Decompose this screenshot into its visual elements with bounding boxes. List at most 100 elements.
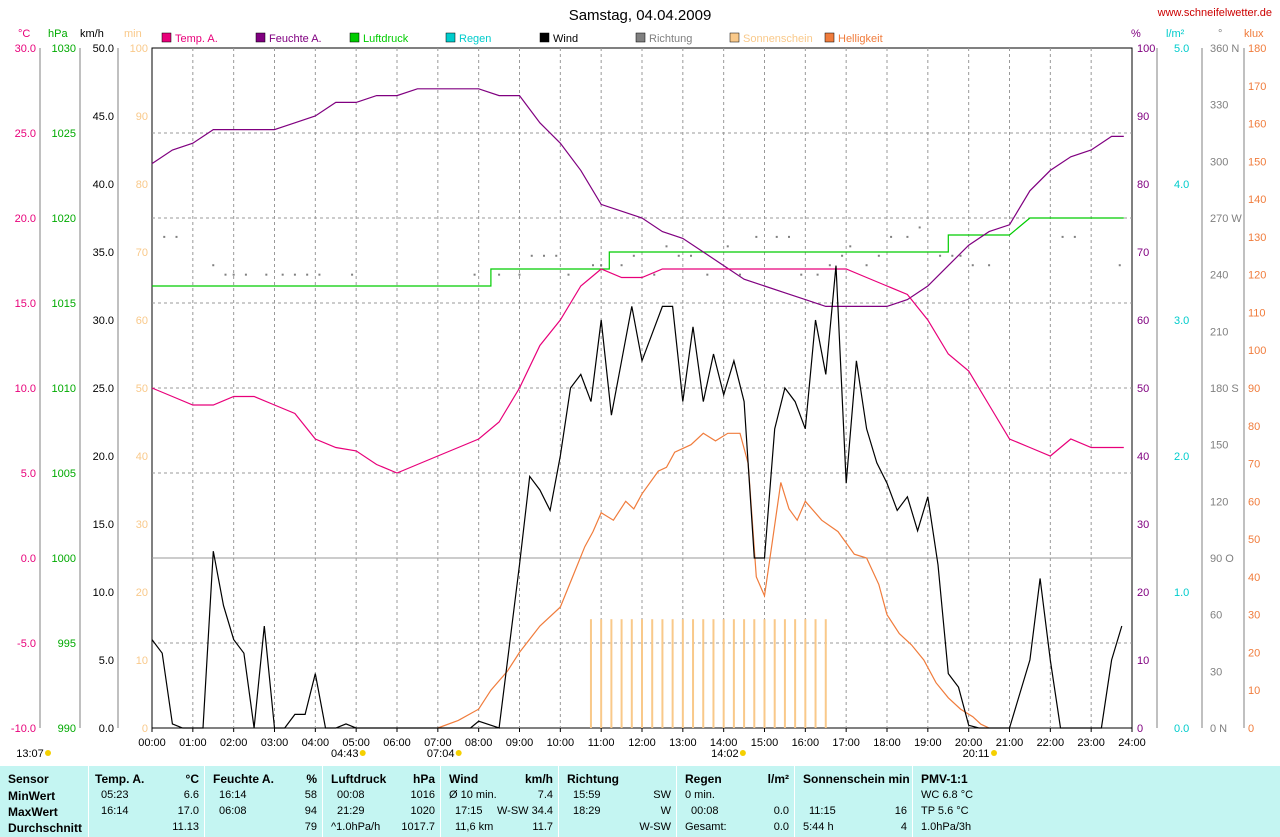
wind-unit: km/h (524, 772, 553, 786)
direction-point (244, 273, 247, 276)
direction-point (816, 273, 819, 276)
wind-distance: 11,6 km (455, 821, 494, 833)
pressure-min-val: 1016 (410, 789, 435, 801)
temp-axis-tick: 15.0 (15, 298, 36, 310)
direction-point (906, 235, 909, 238)
sunshine-bar (783, 619, 786, 728)
pressure-trend: ^1.0hPa/h (331, 821, 381, 833)
sunshine-bar (824, 619, 827, 728)
pmv-header: PMV-1:1 (921, 772, 968, 786)
pressure-max-time: 21:29 (337, 805, 365, 817)
wind-max-dir: W-SW (497, 805, 529, 817)
brightness-axis-tick: 120 (1248, 270, 1266, 282)
direction-point (265, 273, 268, 276)
brightness-axis-tick: 140 (1248, 194, 1266, 206)
sunshine-axis-tick: 10 (136, 655, 148, 667)
legend-swatch (349, 32, 360, 43)
sunshine-total: 5:44 h (803, 821, 834, 833)
row-label-sensor: Sensor (8, 772, 49, 786)
direction-point (632, 254, 635, 257)
sunshine-axis-tick: 30 (136, 519, 148, 531)
legend-swatch (539, 32, 550, 43)
wind-min-label: Ø 10 min. (449, 789, 497, 801)
wind-axis-tick: 5.0 (99, 655, 114, 667)
legend-swatch (255, 32, 266, 43)
sunshine-bar (794, 619, 797, 728)
wind-max-time: 17:15 (455, 805, 483, 817)
sunshine-bar (712, 619, 715, 728)
rain-header: Regen (685, 772, 722, 786)
direction-point (175, 235, 178, 238)
direction-axis-tick: 240 (1210, 270, 1228, 282)
series-luftdruck-line (152, 217, 1124, 287)
x-tick-label: 16:00 (792, 737, 820, 749)
source-link[interactable]: www.schneifelwetter.de (1157, 7, 1272, 19)
stats-col-rain: Regen l/m² 0 min. 00:08 0.0 Gesamt: 0.0 (676, 766, 795, 837)
sun-icon (739, 750, 746, 756)
x-tick-label: 20:00 (955, 737, 983, 749)
temp-axis-tick: 10.0 (15, 383, 36, 395)
wind-axis-tick: 40.0 (93, 179, 114, 191)
stats-col-humidity: Feuchte A. % 16:14 58 06:08 94 79 (204, 766, 323, 837)
direction-point (567, 273, 570, 276)
direction-axis-tick: 180 S (1210, 383, 1239, 395)
direction-point (775, 235, 778, 238)
direction-axis-tick: 60 (1210, 610, 1222, 622)
sunshine-bar (651, 619, 654, 728)
rain-unit-label: l/m² (1166, 28, 1185, 40)
wind-avg: 11.7 (532, 821, 553, 833)
wind-axis-tick: 45.0 (93, 111, 114, 123)
series-layer (151, 88, 1124, 729)
stats-panel: Sensor MinWert MaxWert Durchschnitt Temp… (0, 766, 1280, 837)
x-tick-label: 08:00 (465, 737, 493, 749)
direction-min-time: 15:59 (573, 789, 601, 801)
direction-point (959, 254, 962, 257)
direction-point (706, 273, 709, 276)
legend-label: Helligkeit (838, 33, 883, 45)
pressure-unit-label: hPa (48, 28, 68, 40)
sunshine-bar (620, 619, 623, 728)
direction-axis-tick: 270 W (1210, 213, 1242, 225)
rain-axis-tick: 4.0 (1174, 179, 1189, 191)
x-tick-label: 23:00 (1077, 737, 1105, 749)
sunshine-max-val: 16 (894, 805, 907, 817)
humidity-unit: % (306, 772, 317, 786)
weather-chart: Samstag, 04.04.2009 www.schneifelwetter.… (10, 7, 1272, 760)
sun-icon (359, 750, 366, 756)
humidity-axis-tick: 10 (1137, 655, 1149, 667)
temp-unit-label: °C (18, 28, 30, 40)
stats-col-temp: Temp. A. °C 05:23 6.6 16:14 17.0 11.13 (88, 766, 205, 837)
pressure-avg: 1017.7 (401, 821, 435, 833)
direction-point (530, 254, 533, 257)
direction-point (281, 273, 284, 276)
rain-unit: l/m² (767, 772, 789, 786)
direction-point (788, 235, 790, 238)
brightness-axis-tick: 30 (1248, 610, 1260, 622)
direction-point (600, 264, 603, 267)
temp-axis-tick: -5.0 (17, 638, 36, 650)
pressure-header: Luftdruck (331, 772, 387, 786)
direction-axis-tick: 330 (1210, 100, 1228, 112)
sunshine-axis-tick: 0 (142, 723, 148, 735)
legend-label: Regen (459, 33, 491, 45)
wind-unit-label: km/h (80, 28, 104, 40)
temp-axis-tick: 20.0 (15, 213, 36, 225)
direction-axis-tick: 360 N (1210, 43, 1239, 55)
stats-col-pressure: Luftdruck hPa 00:08 1016 21:29 1020 ^1.0… (322, 766, 441, 837)
sunshine-axis-tick: 70 (136, 247, 148, 259)
wind-min-val: 7.4 (537, 789, 553, 801)
humidity-axis-tick: 30 (1137, 519, 1149, 531)
humidity-header: Feuchte A. (213, 772, 274, 786)
direction-point (665, 245, 668, 248)
rain-axis-tick: 5.0 (1174, 43, 1189, 55)
sun-marker-label: 04:43 (331, 748, 359, 760)
direction-point (755, 235, 758, 238)
x-tick-label: 00:00 (138, 737, 166, 749)
series-feuchte-a-line (151, 88, 1124, 307)
temp-unit: °C (185, 772, 199, 786)
humidity-min-val: 58 (304, 789, 317, 801)
humidity-axis-tick: 20 (1137, 587, 1149, 599)
x-tick-label: 03:00 (261, 737, 289, 749)
temp-axis-tick: 0.0 (21, 553, 36, 565)
pressure-axis-tick: 1025 (52, 128, 76, 140)
